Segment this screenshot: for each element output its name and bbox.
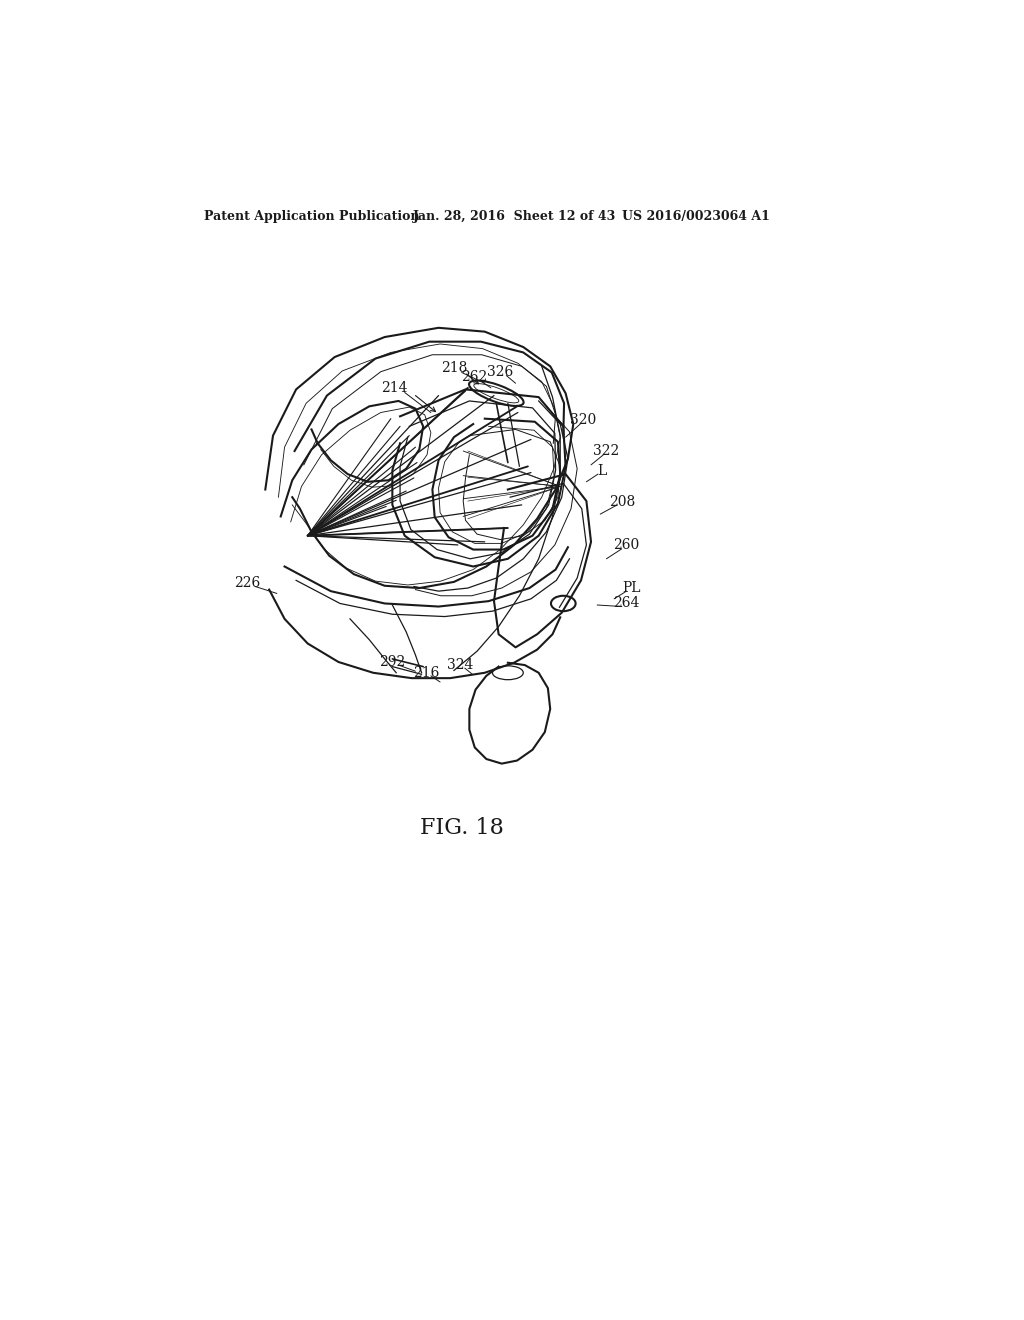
Text: L: L	[597, 465, 606, 478]
Text: 214: 214	[381, 381, 408, 395]
Text: 218: 218	[440, 360, 467, 375]
Text: 262: 262	[461, 370, 487, 384]
Text: 322: 322	[593, 444, 620, 458]
Text: 216: 216	[413, 665, 439, 680]
Text: Patent Application Publication: Patent Application Publication	[204, 210, 419, 223]
Text: 264: 264	[613, 597, 640, 610]
Text: FIG. 18: FIG. 18	[420, 817, 504, 840]
Text: 260: 260	[613, 539, 640, 552]
Text: PL: PL	[622, 581, 640, 595]
Text: 326: 326	[487, 366, 513, 379]
Text: 320: 320	[570, 413, 596, 428]
Text: 324: 324	[446, 659, 473, 672]
Text: Jan. 28, 2016  Sheet 12 of 43: Jan. 28, 2016 Sheet 12 of 43	[413, 210, 616, 223]
Text: US 2016/0023064 A1: US 2016/0023064 A1	[622, 210, 770, 223]
Text: 226: 226	[234, 577, 261, 590]
Text: 208: 208	[608, 495, 635, 508]
Text: 292: 292	[379, 655, 406, 669]
